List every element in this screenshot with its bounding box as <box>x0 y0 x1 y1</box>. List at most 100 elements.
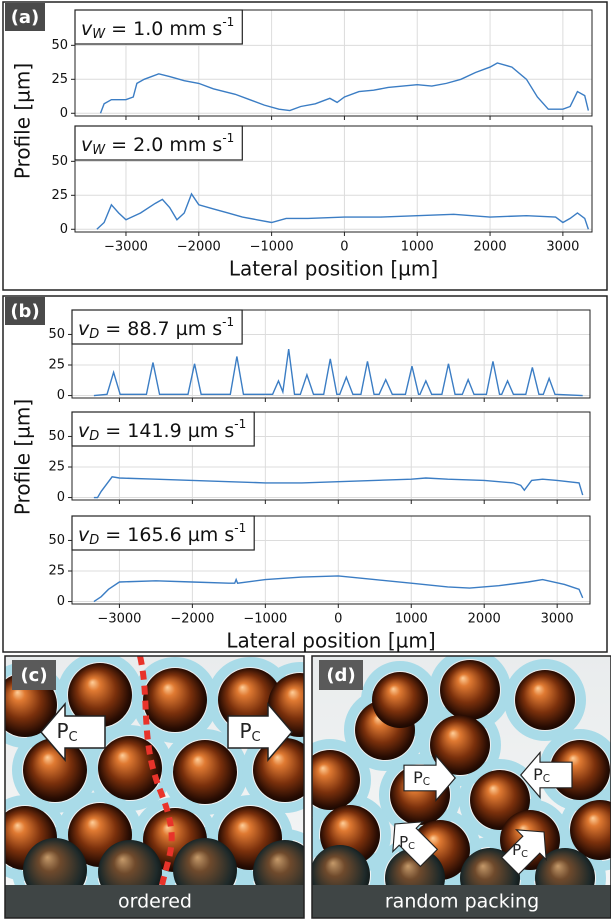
title-box <box>71 411 255 447</box>
y-tick-label: 0 <box>60 222 68 237</box>
y-tick-label: 50 <box>48 327 65 342</box>
arrow-shape <box>500 829 547 876</box>
particle <box>440 660 500 720</box>
y-tick-label: 25 <box>48 460 65 475</box>
plot-frame <box>74 125 593 233</box>
pressure-label: PC <box>56 719 77 745</box>
y-tick-label: 25 <box>48 358 65 373</box>
title-superscript: -1 <box>222 131 234 145</box>
x-axis-label: Lateral position [µm] <box>226 629 435 653</box>
title-subscript: D <box>89 327 99 342</box>
particle <box>430 715 490 775</box>
pressure-symbol: P <box>413 768 423 787</box>
title-symbol: v <box>81 134 93 156</box>
pressure-symbol: P <box>512 841 521 859</box>
caption: random packing <box>385 891 539 913</box>
pressure-symbol: P <box>239 719 251 743</box>
title-symbol: v <box>78 318 90 340</box>
y-tick-label: 25 <box>51 188 68 203</box>
boundary-line <box>137 656 175 886</box>
pressure-subscript: C <box>423 776 430 788</box>
title-subscript: W <box>92 143 106 158</box>
pressure-label: PC <box>413 768 430 789</box>
x-axis-label: Lateral position [µm] <box>229 257 438 281</box>
pressure-label: PC <box>239 719 260 745</box>
title-group: vW = 1.0 mm s-1 <box>74 9 243 45</box>
pressure-arrow: PC <box>227 701 293 763</box>
particle <box>23 738 87 802</box>
title-box <box>71 515 255 551</box>
pressure-arrow: PC <box>403 753 456 803</box>
particle <box>570 800 611 860</box>
title-box <box>71 309 243 345</box>
pressure-subscript: C <box>521 849 528 860</box>
title-text: = 165.6 µm s <box>99 524 234 546</box>
panel-frame <box>2 295 608 653</box>
particle <box>253 738 304 802</box>
y-tick-label: 50 <box>48 429 65 444</box>
pressure-arrow: PC <box>40 701 106 763</box>
pressure-subscript: C <box>543 773 550 785</box>
plot-frame <box>74 9 593 117</box>
particle <box>372 672 428 728</box>
panel-label-box <box>5 297 45 325</box>
y-tick-label: 0 <box>57 388 65 403</box>
x-tick-label: 0 <box>334 612 342 627</box>
x-tick-label: −2000 <box>177 240 221 255</box>
chart-title: vW = 2.0 mm s-1 <box>81 131 234 158</box>
chart-title: vD = 88.7 µm s-1 <box>78 315 234 342</box>
caption-band <box>312 885 611 918</box>
pressure-arrow: PC <box>500 829 547 876</box>
x-tick-label: 2000 <box>468 612 501 627</box>
panel-label: (c) <box>20 665 47 686</box>
illustration: ordered <box>5 656 304 918</box>
panel-label-box <box>5 3 45 31</box>
y-tick-label: 50 <box>51 38 68 53</box>
liquid <box>504 659 586 741</box>
panel-label-box <box>319 660 363 690</box>
panel-frame <box>4 655 305 919</box>
y-tick-label: 50 <box>51 154 68 169</box>
title-symbol: v <box>81 18 93 40</box>
particle <box>515 670 575 730</box>
x-tick-label: −3000 <box>104 240 148 255</box>
title-group: vW = 2.0 mm s-1 <box>74 125 243 161</box>
x-tick-label: −1000 <box>243 612 287 627</box>
x-tick-label: 2000 <box>474 240 507 255</box>
title-text: = 141.9 µm s <box>99 420 234 442</box>
pressure-label: PC <box>533 765 550 786</box>
chart-title: vD = 165.6 µm s-1 <box>78 521 246 548</box>
pressure-subscript: C <box>251 730 260 745</box>
arrow-shape <box>227 701 293 763</box>
panel-frame <box>2 1 608 291</box>
x-tick-label: −1000 <box>250 240 294 255</box>
pressure-subscript: C <box>68 730 77 745</box>
pressure-symbol: P <box>56 719 68 743</box>
data-line <box>99 62 590 114</box>
arrow-shape <box>403 753 456 803</box>
panel-label: (b) <box>10 301 39 322</box>
y-axis-label: Profile [µm] <box>11 63 35 179</box>
particle <box>143 668 207 732</box>
panel-label: (a) <box>11 7 40 28</box>
arrow-shape <box>392 821 439 868</box>
title-box <box>74 9 243 45</box>
caption-band <box>5 885 304 918</box>
y-tick-label: 0 <box>60 106 68 121</box>
panel-label-box <box>12 660 56 690</box>
title-group: vD = 165.6 µm s-1 <box>71 515 255 551</box>
x-tick-label: −3000 <box>97 612 141 627</box>
pressure-arrow: PC <box>520 750 573 800</box>
title-symbol: v <box>78 524 90 546</box>
plot-frame <box>71 411 591 501</box>
title-symbol: v <box>78 420 90 442</box>
data-line <box>96 192 590 230</box>
x-tick-label: 0 <box>340 240 348 255</box>
data-line <box>93 476 584 499</box>
data-line <box>93 575 584 603</box>
y-tick-label: 25 <box>51 72 68 87</box>
chart-title: vW = 1.0 mm s-1 <box>81 15 234 42</box>
title-superscript: -1 <box>222 15 234 29</box>
